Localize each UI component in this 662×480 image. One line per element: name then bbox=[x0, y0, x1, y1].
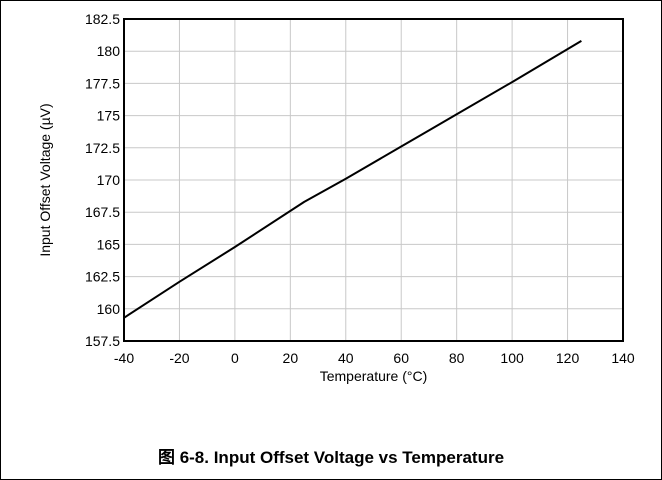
y-tick-label: 170 bbox=[97, 172, 121, 188]
y-tick-label: 180 bbox=[97, 43, 121, 59]
y-tick-label: 167.5 bbox=[85, 204, 120, 220]
y-tick-label: 160 bbox=[97, 301, 121, 317]
y-axis-ticks: 157.5 160 162.5 165 167.5 170 172.5 175 177.5 180… bbox=[85, 11, 120, 349]
x-tick-label: 60 bbox=[393, 350, 409, 366]
x-tick-label: 120 bbox=[556, 350, 580, 366]
y-tick-label: 172.5 bbox=[85, 140, 120, 156]
y-tick-label: 157.5 bbox=[85, 333, 120, 349]
x-tick-label: 20 bbox=[283, 350, 299, 366]
line-chart: -40 -20 0 20 40 60 80 100 120 140 157.5 160 162.5 16… bbox=[37, 11, 635, 384]
x-tick-label: 100 bbox=[500, 350, 524, 366]
x-tick-label: 80 bbox=[449, 350, 465, 366]
x-tick-label: -40 bbox=[114, 350, 134, 366]
x-axis-label: Temperature (°C) bbox=[320, 368, 428, 384]
figure-caption: 图 6-8. Input Offset Voltage vs Temperatu… bbox=[157, 448, 505, 467]
x-tick-label: 140 bbox=[611, 350, 635, 366]
y-tick-label: 162.5 bbox=[85, 269, 120, 285]
x-axis-ticks: -40 -20 0 20 40 60 80 100 120 140 bbox=[114, 350, 635, 366]
y-tick-label: 182.5 bbox=[85, 11, 120, 27]
x-tick-label: -20 bbox=[169, 350, 189, 366]
grid bbox=[123, 18, 624, 342]
y-axis-label: Input Offset Voltage (µV) bbox=[37, 103, 53, 256]
x-tick-label: 40 bbox=[338, 350, 354, 366]
plot-area bbox=[123, 18, 624, 342]
y-tick-label: 175 bbox=[97, 108, 121, 124]
y-tick-label: 177.5 bbox=[85, 75, 120, 91]
y-tick-label: 165 bbox=[97, 236, 121, 252]
x-tick-label: 0 bbox=[231, 350, 239, 366]
series-group bbox=[123, 40, 582, 319]
series-line bbox=[123, 40, 582, 319]
